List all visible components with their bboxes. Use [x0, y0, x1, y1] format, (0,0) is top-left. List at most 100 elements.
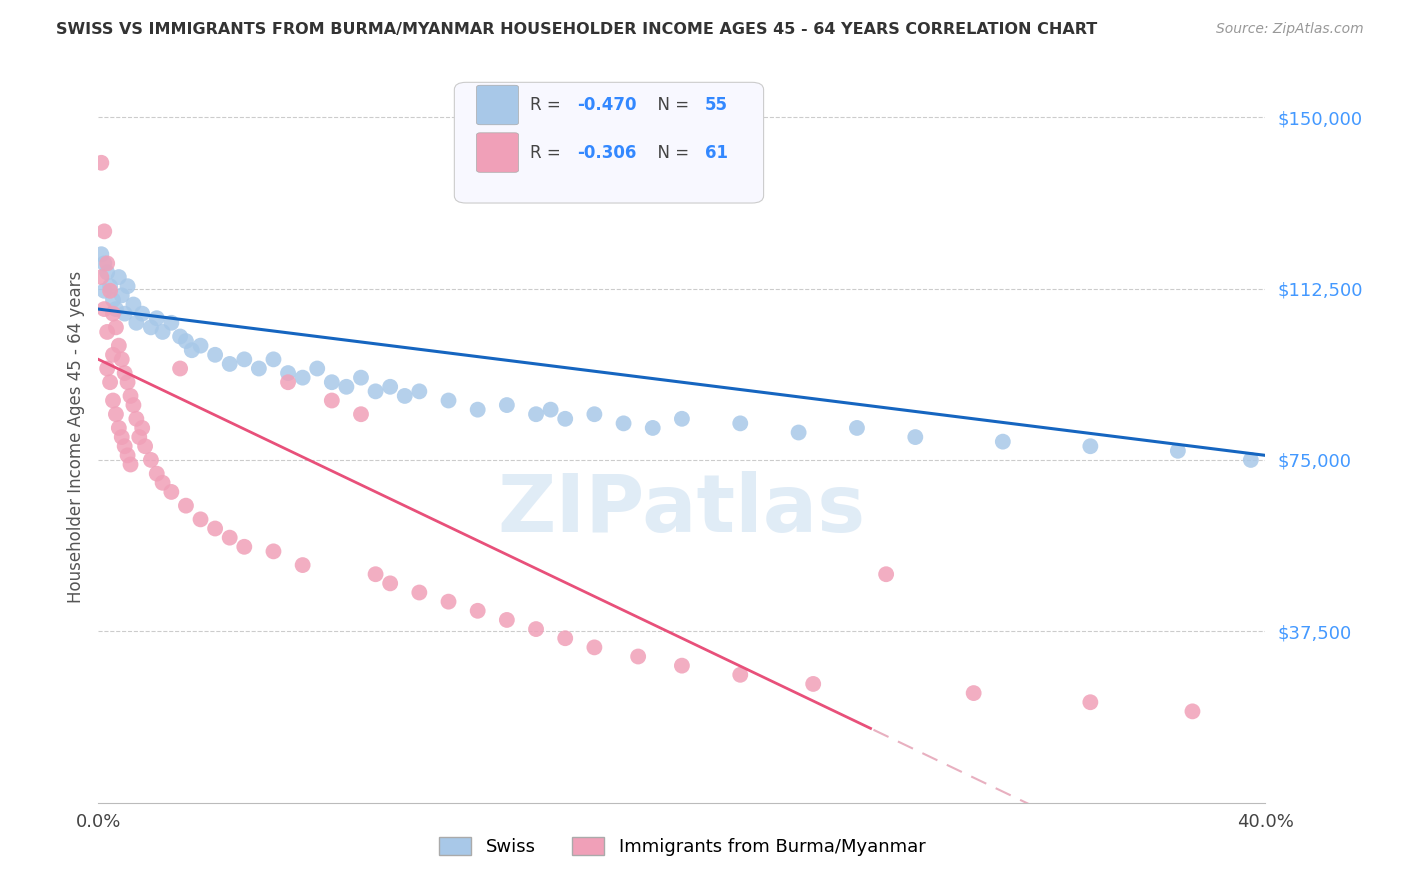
- Point: [108, 421, 131, 435]
- Point: [114, 439, 136, 453]
- Point: [111, 352, 134, 367]
- Point: [93, 301, 115, 317]
- Point: [467, 604, 489, 618]
- Point: [152, 475, 174, 490]
- Point: [93, 284, 115, 298]
- Point: [437, 393, 460, 408]
- Point: [350, 407, 373, 421]
- FancyBboxPatch shape: [477, 86, 519, 125]
- Point: [730, 417, 752, 431]
- Point: [875, 567, 897, 582]
- Point: [364, 567, 387, 582]
- Point: [125, 411, 148, 425]
- Point: [277, 366, 299, 380]
- Point: [139, 453, 162, 467]
- Point: [104, 407, 127, 421]
- Point: [101, 293, 124, 307]
- Point: [131, 307, 153, 321]
- Point: [117, 448, 139, 462]
- Point: [496, 613, 519, 627]
- FancyBboxPatch shape: [454, 82, 763, 203]
- Point: [554, 411, 576, 425]
- Text: 55: 55: [706, 96, 728, 114]
- Point: [991, 434, 1014, 449]
- Point: [467, 402, 489, 417]
- Point: [104, 320, 127, 334]
- Point: [125, 316, 148, 330]
- Text: R =: R =: [530, 144, 567, 161]
- Point: [120, 389, 142, 403]
- Point: [117, 279, 139, 293]
- Point: [335, 380, 357, 394]
- Point: [120, 458, 142, 472]
- Point: [204, 521, 226, 535]
- Point: [380, 380, 402, 394]
- Point: [101, 307, 124, 321]
- Text: ZIPatlas: ZIPatlas: [498, 471, 866, 549]
- Point: [93, 224, 115, 238]
- Point: [122, 297, 145, 311]
- Text: -0.306: -0.306: [576, 144, 637, 161]
- Point: [146, 467, 169, 481]
- Point: [204, 348, 226, 362]
- Point: [1240, 453, 1263, 467]
- Point: [101, 393, 124, 408]
- Point: [496, 398, 519, 412]
- Point: [190, 512, 212, 526]
- Point: [671, 411, 693, 425]
- Point: [174, 499, 197, 513]
- Point: [96, 325, 118, 339]
- Point: [160, 484, 183, 499]
- Point: [108, 270, 131, 285]
- Point: [1080, 439, 1102, 453]
- Point: [218, 531, 240, 545]
- Point: [128, 430, 150, 444]
- Point: [787, 425, 810, 440]
- Point: [93, 256, 115, 270]
- Point: [104, 301, 127, 317]
- Point: [262, 544, 284, 558]
- Point: [291, 370, 314, 384]
- Point: [233, 352, 256, 367]
- Point: [146, 311, 169, 326]
- Point: [364, 384, 387, 399]
- Point: [321, 393, 343, 408]
- Point: [152, 325, 174, 339]
- Point: [277, 375, 299, 389]
- Point: [174, 334, 197, 348]
- Point: [169, 329, 191, 343]
- Point: [437, 594, 460, 608]
- Point: [233, 540, 256, 554]
- Point: [90, 247, 112, 261]
- Point: [321, 375, 343, 389]
- Point: [1167, 443, 1189, 458]
- Point: [846, 421, 869, 435]
- Point: [350, 370, 373, 384]
- Text: Source: ZipAtlas.com: Source: ZipAtlas.com: [1216, 22, 1364, 37]
- Point: [96, 256, 118, 270]
- Point: [1181, 705, 1204, 719]
- Point: [1080, 695, 1102, 709]
- Point: [190, 338, 212, 352]
- Point: [98, 279, 121, 293]
- Point: [524, 407, 547, 421]
- Point: [730, 667, 752, 681]
- Point: [583, 640, 606, 655]
- Point: [627, 649, 650, 664]
- Point: [554, 632, 576, 646]
- Point: [408, 585, 430, 599]
- Point: [98, 375, 121, 389]
- Point: [380, 576, 402, 591]
- Point: [408, 384, 430, 399]
- Point: [114, 366, 136, 380]
- Point: [641, 421, 664, 435]
- Text: -0.470: -0.470: [576, 96, 637, 114]
- Point: [114, 307, 136, 321]
- Point: [131, 421, 153, 435]
- Point: [96, 266, 118, 280]
- Point: [962, 686, 984, 700]
- Point: [117, 375, 139, 389]
- Point: [583, 407, 606, 421]
- Point: [90, 270, 112, 285]
- Point: [90, 155, 112, 169]
